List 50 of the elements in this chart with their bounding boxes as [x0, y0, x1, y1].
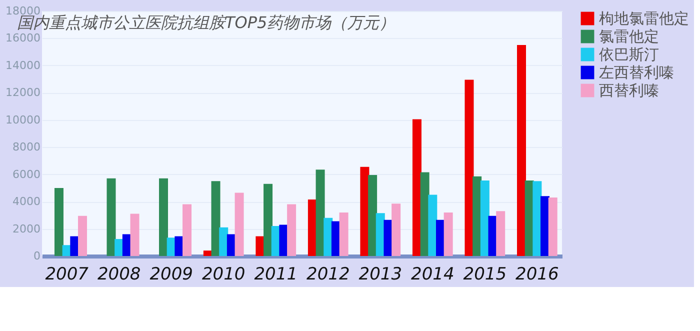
legend-label: 左西替利嗪 [599, 64, 674, 82]
bar [516, 45, 526, 256]
legend-label: 西替利嗪 [599, 82, 659, 100]
x-tick-label: 2011 [254, 264, 298, 284]
x-tick-label: 2014 [411, 264, 454, 284]
x-tick-label: 2010 [202, 264, 246, 284]
y-tick-label: 16000 [6, 32, 40, 45]
bar [234, 192, 244, 256]
bar [264, 184, 273, 256]
x-tick-label: 2008 [97, 264, 141, 284]
bar [339, 212, 348, 256]
y-tick-label: 8000 [12, 140, 40, 154]
bar [211, 181, 220, 256]
x-tick-label: 2015 [463, 264, 507, 284]
bar [532, 181, 542, 256]
legend-label: 氯雷他定 [599, 28, 659, 46]
legend-label: 枸地氯雷他定 [599, 10, 689, 28]
x-tick-label: 2016 [516, 264, 559, 284]
bar [182, 204, 192, 256]
bar [287, 204, 296, 256]
bar [54, 188, 64, 256]
y-tick-label: 4000 [12, 195, 40, 208]
bar [496, 211, 506, 256]
y-tick-label: 0 [34, 250, 40, 262]
x-tick-label: 2007 [45, 264, 89, 284]
bar [78, 216, 88, 256]
bar [412, 119, 422, 256]
legend-label: 依巴斯汀 [599, 46, 659, 64]
y-tick-label: 10000 [6, 113, 40, 126]
bar [360, 166, 370, 256]
bar [130, 214, 140, 256]
bar [428, 194, 438, 256]
x-tick-label: 2012 [306, 264, 350, 284]
bar [464, 80, 474, 256]
bar [392, 204, 401, 256]
y-tick-label: 12000 [6, 86, 40, 100]
bar [548, 197, 558, 256]
chart-title: 国内重点城市公立医院抗组胺TOP5药物市场（万元） [17, 13, 396, 32]
x-tick-label: 2013 [358, 264, 402, 284]
y-tick-label: 2000 [12, 222, 40, 236]
y-tick-label: 6000 [12, 168, 40, 181]
bar [368, 175, 378, 256]
bar [316, 170, 325, 256]
x-tick-label: 2009 [150, 264, 193, 284]
bar [480, 180, 490, 256]
bar [444, 212, 453, 256]
bar [106, 178, 116, 256]
bar [159, 178, 168, 256]
bar [219, 227, 228, 256]
y-tick-label: 14000 [6, 58, 40, 72]
